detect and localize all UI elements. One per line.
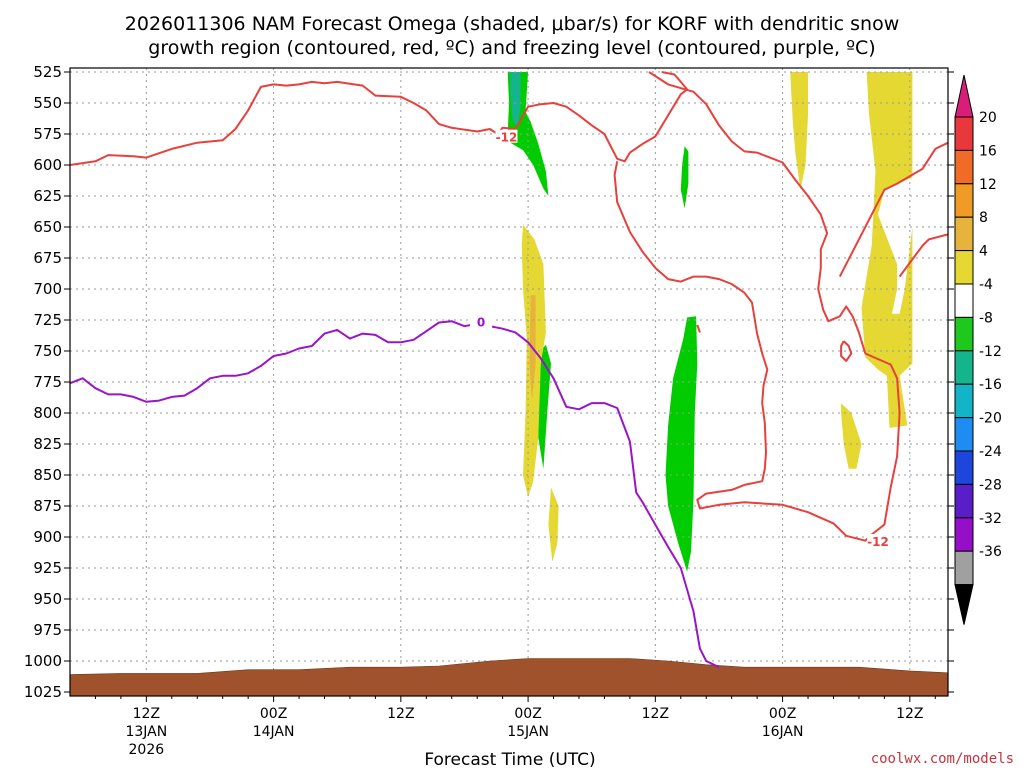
y-tick-label-6: 675 [33,249,62,267]
grid-lines [70,68,948,696]
contours [70,71,1024,680]
x-tick-label-6: 12Z [896,706,923,722]
colorbar-swatch-7 [954,350,974,385]
x-tick-date-3: 15JAN [507,724,549,740]
chart-title-line-2: growth region (contoured, red, ºC) and f… [148,37,875,59]
chart-title-line-1: 2026011306 NAM Forecast Omega (shaded, μ… [125,13,899,35]
x-tick-label-4: 12Z [642,706,669,722]
colorbar-top-triangle [954,74,974,118]
x-tick-label-1: 00Z [260,706,287,722]
dgz-contour-upper [70,71,689,166]
colorbar-swatch-11 [954,483,974,519]
x-tick-label-5: 00Z [769,706,796,722]
omega-patch-8 [790,72,808,190]
colorbar-label-7: -12 [979,344,1002,360]
colorbar-swatch-5 [954,283,974,318]
y-tick-label-18: 975 [33,621,62,639]
y-tick-label-4: 625 [33,187,62,205]
colorbar-label-5: -4 [979,277,993,293]
x-tick-date-1: 14JAN [253,724,295,740]
colorbar-label-4: 4 [979,244,988,260]
dgz-label-upper-bg [495,129,518,143]
freezing-level-contour [70,320,720,669]
colorbar-label-8: -16 [979,377,1002,393]
x-axis: 12Z 13JAN 2026 00Z 14JAN 12Z 00Z 15JAN 12Z 00Z 16J… [94,696,936,758]
y-tick-label-0: 525 [33,63,62,81]
y-tick-label-3: 600 [33,156,62,174]
dgz-label-lower-bg [867,533,890,547]
dgz-label-upper: -12 [496,131,518,145]
y-tick-label-12: 825 [33,435,62,453]
y-tick-label-9: 750 [33,342,62,360]
y-tick-label-13: 850 [33,466,62,484]
colorbar-label-12: -32 [979,511,1002,527]
credit-text: coolwx.com/models [871,751,1014,767]
y-tick-label-1: 550 [33,94,62,112]
colorbar-label-0: 20 [979,110,997,126]
colorbar-label-3: 8 [979,210,988,226]
omega-patch-2 [537,344,551,469]
colorbar-swatch-2 [954,183,974,218]
dgz-contour-lower [613,71,901,542]
omega-patch-1 [510,72,521,126]
colorbar-swatch-8 [954,383,974,419]
dgz-contour-right [838,141,948,278]
freezing-level-label: 0 [477,315,485,329]
freezing-level-contour-tail [1018,671,1024,680]
omega-patch-3 [665,316,698,572]
y-tick-label-19: 1000 [24,652,62,670]
colorbar-label-10: -24 [979,444,1002,460]
x-tick-year-0: 2026 [129,742,165,758]
colorbar-swatch-1 [954,149,974,185]
colorbar-label-13: -36 [979,544,1002,560]
freezing-level-label-bg [470,314,493,328]
colorbar-label-2: 12 [979,177,997,193]
y-tick-label-17: 950 [33,590,62,608]
omega-patch-4 [680,146,689,209]
y-tick-label-7: 700 [33,280,62,298]
colorbar-swatch-12 [954,517,974,552]
y-tick-label-8: 725 [33,311,62,329]
y-tick-label-5: 650 [33,218,62,236]
dgz-contour-right-2 [898,233,948,278]
x-tick-label-0: 12Z [133,706,160,722]
colorbar-swatch-6 [954,316,974,352]
x-axis-label: Forecast Time (UTC) [424,750,595,768]
contour-labels: -12 -12 0 [470,129,890,549]
colorbar-swatch-4 [954,250,974,285]
colorbar-swatch-3 [954,216,974,252]
y-tick-label-15: 900 [33,528,62,546]
y-tick-label-10: 775 [33,373,62,391]
omega-patch-9 [861,72,913,428]
y-axis: 525 550 575 600 625 650 675 700 725 750 775 800 825 8… [24,63,954,701]
x-tick-date-0: 13JAN [125,724,167,740]
colorbar-label-11: -28 [979,477,1002,493]
omega-patch-10 [841,403,862,469]
x-tick-label-3: 00Z [514,706,541,722]
y-tick-label-16: 925 [33,559,62,577]
x-tick-date-5: 16JAN [762,724,804,740]
colorbar-bottom-triangle [954,584,974,625]
x-tick-label-2: 12Z [387,706,414,722]
terrain [70,658,948,696]
colorbar-swatch-9 [954,417,974,452]
colorbar: 20 16 12 8 4 -4 -8 -12 -16 -20 -24 -28 -32 -36 [954,74,1002,625]
dgz-contour-mark [696,324,701,333]
dgz-contour-loop [840,340,853,362]
y-tick-label-20: 1025 [24,683,62,701]
y-tick-label-14: 875 [33,497,62,515]
colorbar-label-9: -20 [979,411,1002,427]
y-tick-label-2: 575 [33,125,62,143]
dgz-label-lower: -12 [867,535,889,549]
colorbar-swatch-13 [954,550,974,586]
y-tick-label-11: 800 [33,404,62,422]
terrain-fill [70,658,948,696]
colorbar-label-1: 16 [979,143,997,159]
colorbar-label-6: -8 [979,310,993,326]
colorbar-swatch-0 [954,116,974,151]
colorbar-swatch-10 [954,450,974,485]
